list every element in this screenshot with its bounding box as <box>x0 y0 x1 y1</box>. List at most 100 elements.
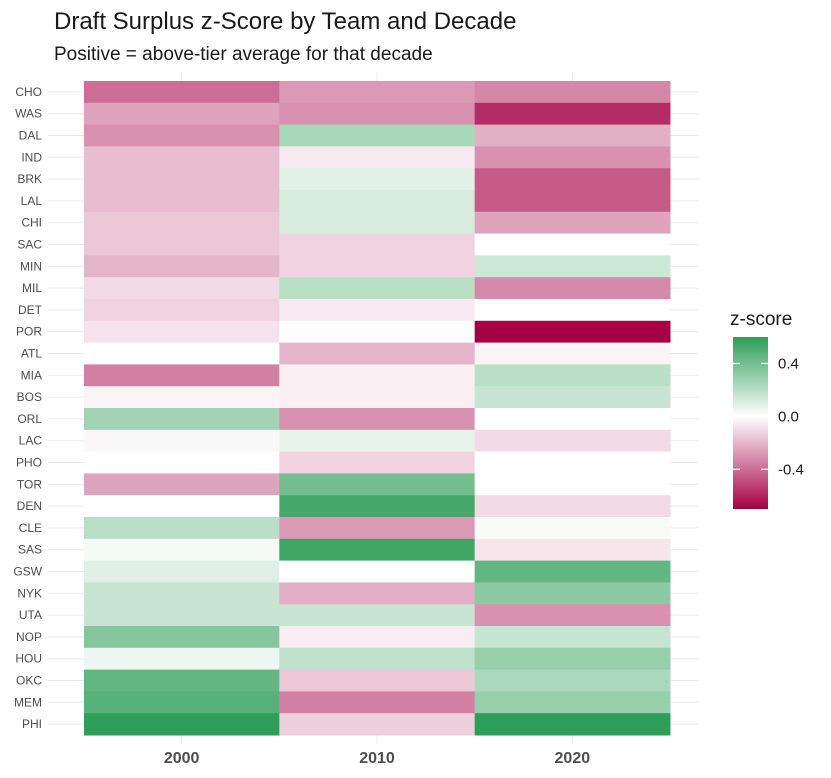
heatmap-cell-atl-2020 <box>474 342 671 365</box>
y-tick-label: CHI <box>21 216 42 230</box>
heatmap-cell-nop-2010 <box>279 626 476 649</box>
heatmap-cell-det-2000 <box>84 299 280 322</box>
heatmap-cell-mil-2000 <box>84 277 280 300</box>
y-tick-label: HOU <box>15 652 42 666</box>
heatmap-cell-nyk-2020 <box>474 582 671 605</box>
heatmap-cell-ind-2000 <box>84 146 280 169</box>
x-tick-label: 2010 <box>359 750 395 767</box>
heatmap-cell-nyk-2010 <box>279 582 476 605</box>
heatmap-cell-chi-2020 <box>474 211 671 235</box>
heatmap-cell-pho-2010 <box>279 451 476 474</box>
heatmap-cell-orl-2020 <box>474 408 671 431</box>
y-tick-label: NYK <box>17 586 42 600</box>
heatmap-cell-okc-2020 <box>474 669 671 692</box>
heatmap-cell-hou-2000 <box>84 647 280 671</box>
chart-title: Draft Surplus z-Score by Team and Decade <box>54 8 517 35</box>
heatmap-cell-hou-2010 <box>279 647 476 671</box>
y-tick-label: WAS <box>15 107 42 121</box>
chart-subtitle: Positive = above-tier average for that d… <box>54 44 433 65</box>
heatmap-cell-tor-2010 <box>279 473 476 496</box>
y-tick-label: MIA <box>21 368 42 382</box>
heatmap-cell-pho-2020 <box>474 451 671 474</box>
heatmap-cell-mem-2010 <box>279 691 476 714</box>
heatmap-cell-phi-2020 <box>474 713 671 736</box>
heatmap-cell-tor-2020 <box>474 473 671 496</box>
y-tick-label: ATL <box>21 347 42 361</box>
heatmap-cell-nyk-2000 <box>84 582 280 605</box>
heatmap-cell-por-2020 <box>474 320 671 344</box>
heatmap-cell-lac-2020 <box>474 429 671 453</box>
y-tick-label: CHO <box>15 85 42 99</box>
y-tick-label: LAC <box>19 434 43 448</box>
heatmap-cell-mil-2020 <box>474 277 671 300</box>
y-tick-label: DAL <box>19 129 43 143</box>
legend: z-score 0.4 0.0 -0.4 <box>730 309 804 509</box>
heatmap-cell-uta-2010 <box>279 604 476 627</box>
y-tick-label: SAS <box>18 543 42 557</box>
heatmap-cell-brk-2010 <box>279 168 476 191</box>
heatmap-cell-bos-2000 <box>84 386 280 409</box>
heatmap-cell-okc-2000 <box>84 669 280 692</box>
y-tick-label: IND <box>21 150 42 164</box>
heatmap-cell-lal-2010 <box>279 190 476 213</box>
y-tick-label: PHO <box>16 456 42 470</box>
heatmap-cell-den-2000 <box>84 495 280 518</box>
heatmap-cell-orl-2000 <box>84 408 280 431</box>
heatmap-cell-gsw-2000 <box>84 560 280 583</box>
heatmap-cell-por-2010 <box>279 320 476 344</box>
heatmap-cell-dal-2000 <box>84 124 280 147</box>
heatmap-cell-was-2000 <box>84 102 280 126</box>
heatmap-cell-lac-2000 <box>84 429 280 453</box>
heatmap-cell-sac-2020 <box>474 233 671 256</box>
heatmap-cell-nop-2020 <box>474 626 671 649</box>
y-tick-label: CLE <box>19 521 42 535</box>
heatmap-cell-okc-2010 <box>279 669 476 692</box>
heatmap-cell-mia-2000 <box>84 364 280 387</box>
y-tick-label: BRK <box>17 172 42 186</box>
heatmap-cell-cho-2010 <box>279 81 476 104</box>
heatmap-cell-atl-2010 <box>279 342 476 365</box>
heatmap-cell-mil-2010 <box>279 277 476 300</box>
heatmap-cell-min-2000 <box>84 255 280 278</box>
heatmap-cell-bos-2020 <box>474 386 671 409</box>
heatmap-cell-sac-2000 <box>84 233 280 256</box>
heatmap-cell-tor-2000 <box>84 473 280 496</box>
heatmap-cell-min-2010 <box>279 255 476 278</box>
heatmap-cell-chi-2010 <box>279 211 476 235</box>
heatmap-cell-brk-2020 <box>474 168 671 191</box>
heatmap-cell-lac-2010 <box>279 429 476 453</box>
heatmap-cell-bos-2010 <box>279 386 476 409</box>
y-tick-label: GSW <box>13 565 42 579</box>
y-tick-label: TOR <box>17 477 42 491</box>
heatmap-cell-brk-2000 <box>84 168 280 191</box>
heatmap-cell-mia-2020 <box>474 364 671 387</box>
y-tick-label: POR <box>16 325 42 339</box>
heatmap-cell-sas-2010 <box>279 538 476 562</box>
heatmap-cell-pho-2000 <box>84 451 280 474</box>
heatmap-cell-dal-2010 <box>279 124 476 147</box>
heatmap-cell-den-2010 <box>279 495 476 518</box>
heatmap-cells <box>84 81 671 736</box>
x-tick-label: 2020 <box>555 750 591 767</box>
heatmap-cell-ind-2010 <box>279 146 476 169</box>
heatmap-cell-orl-2010 <box>279 408 476 431</box>
y-tick-label: SAC <box>17 238 42 252</box>
heatmap-cell-det-2010 <box>279 299 476 322</box>
heatmap-cell-phi-2010 <box>279 713 476 736</box>
legend-tick-label: 0.0 <box>778 408 799 425</box>
heatmap-cell-gsw-2010 <box>279 560 476 583</box>
heatmap-cell-phi-2000 <box>84 713 280 736</box>
heatmap-cell-lal-2000 <box>84 190 280 213</box>
y-axis-labels: CHO WAS DAL IND BRK LAL CHI SAC MIN MIL DET POR ATL M… <box>13 85 42 731</box>
heatmap-cell-mem-2000 <box>84 691 280 714</box>
heatmap-cell-gsw-2020 <box>474 560 671 583</box>
y-tick-label: OKC <box>16 674 42 688</box>
heatmap-cell-was-2010 <box>279 102 476 126</box>
heatmap-cell-nop-2000 <box>84 626 280 649</box>
legend-tick-label: 0.4 <box>778 355 799 372</box>
heatmap-cell-cho-2020 <box>474 81 671 104</box>
heatmap-cell-was-2020 <box>474 102 671 126</box>
y-tick-label: DEN <box>17 499 42 513</box>
heatmap-cell-cle-2010 <box>279 517 476 540</box>
